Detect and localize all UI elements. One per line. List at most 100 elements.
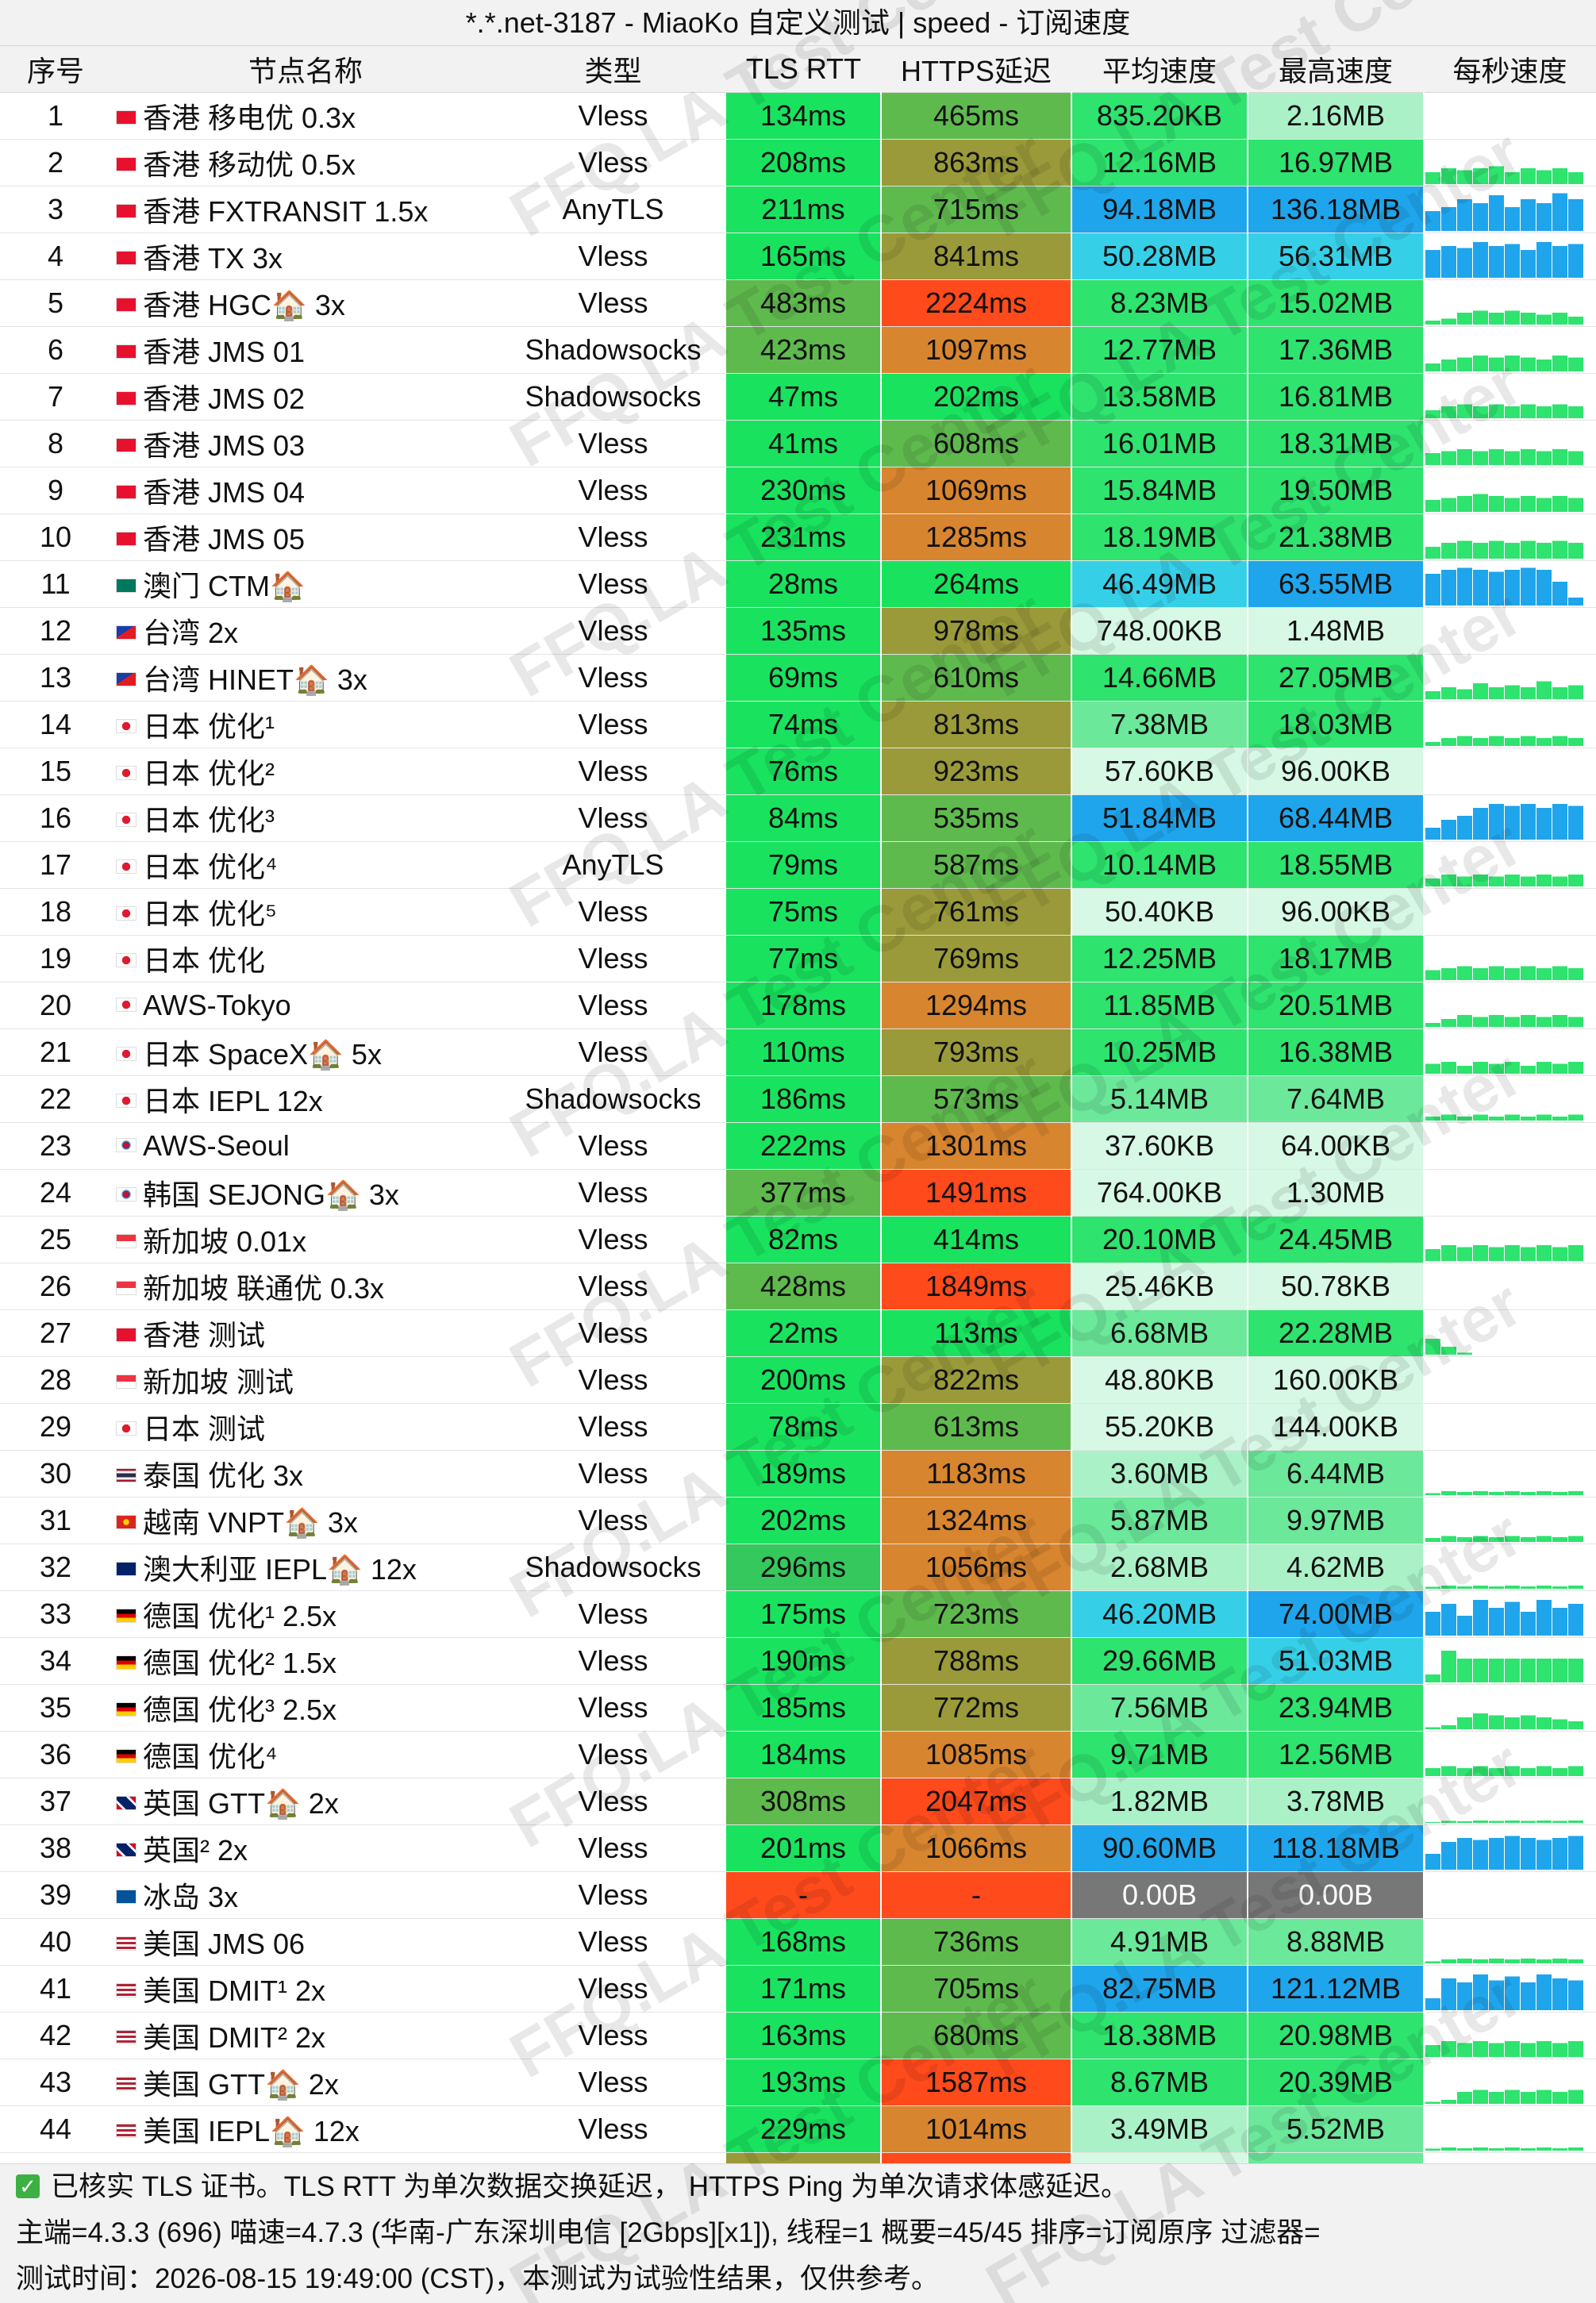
node-type: Vless [500,1122,726,1170]
speed-sparkline [1425,1536,1583,1542]
sparkline-bar [1457,404,1472,418]
avg-speed: 29.66MB [1071,1637,1248,1685]
table-row: 2 香港 移动优 0.5x Vless 208ms 863ms 12.16MB 16.97M… [0,139,1596,186]
node-name: 美国 GTT🏠 2x [111,2059,500,2106]
flag-icon [116,1327,137,1342]
per-second-speed [1424,2012,1596,2059]
sparkline-bar [1457,357,1472,371]
sparkline-bar [1521,966,1536,980]
table-row: 11 澳门 CTM🏠 Vless 28ms 264ms 46.49MB 63.55MB [0,560,1596,608]
tls-rtt: - [726,1871,882,1919]
sparkline-bar [1441,1346,1456,1355]
sparkline-bar [1489,357,1504,371]
sparkline-bar [1425,546,1440,559]
sparkline-bar [1489,1491,1504,1495]
node-name-text: 台湾 2x [143,616,239,649]
sparkline-bar [1489,404,1504,418]
per-second-speed [1424,467,1596,514]
row-index: 29 [0,1403,111,1451]
table-row: 20 AWS-Tokyo Vless 178ms 1294ms 11.85MB 20.51M… [0,982,1596,1029]
sparkline-bar [1505,1959,1520,1963]
sparkline-bar [1552,355,1567,371]
https-latency: 705ms [881,1965,1072,2013]
sparkline-bar [1552,686,1567,699]
node-name: 德国 优化³ 2.5x [111,1684,500,1732]
sparkline-bar [1457,198,1472,231]
sparkline-bar [1489,1586,1504,1589]
sparkline-bar [1441,1978,1456,2010]
sparkline-bar [1521,1065,1536,1074]
flag-icon [116,1514,137,1529]
node-name-text: 日本 SpaceX🏠 5x [143,1037,382,1071]
speed-sparkline [1425,1061,1583,1074]
sparkline-bar [1489,1958,1504,1963]
sparkline-bar [1521,1767,1536,1776]
sparkline-bar [1505,310,1520,325]
row-index: 37 [0,1778,111,1825]
avg-speed: 90.60MB [1071,1824,1248,1872]
table-row: 36 德国 优化⁴ Vless 184ms 1085ms 9.71MB 12.56MB [0,1731,1596,1778]
node-name: 新加坡 0.01x [111,1216,500,1263]
speed-sparkline [1425,1713,1583,1729]
avg-speed: 50.40KB [1071,888,1248,936]
footer-line: 主端=4.3.3 (696) 喵速=4.7.3 (华南-广东深圳电信 [2Gbp… [16,2217,1321,2248]
row-index: 35 [0,1684,111,1732]
sparkline-bar [1521,803,1536,840]
flag-icon [116,718,137,733]
sparkline-bar [1505,1836,1520,1870]
sparkline-bar [1552,736,1567,746]
node-name: 新加坡 联通优 0.3x [111,1263,500,1310]
max-speed: 4.62MB [1248,1544,1425,1591]
sparkline-bar [1568,1721,1583,1729]
sparkline-bar [1489,1980,1504,2010]
sparkline-bar [1441,1536,1456,1542]
sparkline-bar [1505,2040,1520,2057]
max-speed: 16.38MB [1248,1028,1425,1076]
flag-icon [116,2076,137,2091]
avg-speed: 8.23MB [1071,279,1248,327]
row-index: 11 [0,560,111,608]
avg-speed: 7.38MB [1071,701,1248,748]
sparkline-bar [1536,1244,1552,1261]
flag-icon [116,1137,137,1152]
table-row: 18 日本 优化⁵ Vless 75ms 761ms 50.40KB 96.00KB [0,888,1596,936]
sparkline-bar [1568,1820,1583,1823]
flag-icon [116,1280,137,1295]
sparkline-bar [1505,1490,1520,1495]
sparkline-bar [1552,495,1567,512]
table-row: 5 香港 HGC🏠 3x Vless 483ms 2224ms 8.23MB 15.02MB [0,279,1596,327]
speed-table: 序号 节点名称 类型 TLS RTT HTTPS延迟 平均速度 最高速度 每秒速… [0,46,1596,2200]
sparkline-bar [1568,451,1583,465]
max-speed: 7.64MB [1248,1075,1425,1123]
sparkline-bar [1489,2043,1504,2057]
sparkline-bar [1425,1674,1440,1682]
sparkline-bar [1568,1017,1583,1027]
https-latency: 1014ms [881,2105,1072,2153]
sparkline-bar [1473,1114,1488,1121]
sparkline-bar [1568,1585,1583,1589]
avg-speed: 14.66MB [1071,654,1248,702]
flag-icon [116,484,137,499]
tls-rtt: 202ms [726,1497,882,1544]
sparkline-bar [1568,316,1583,325]
sparkline-bar [1441,874,1456,886]
max-speed: 6.44MB [1248,1450,1425,1498]
https-latency: 1085ms [881,1731,1072,1778]
node-name: 英国 GTT🏠 2x [111,1778,500,1825]
node-type: Vless [500,888,726,936]
node-type: Shadowsocks [500,373,726,421]
node-name-text: 香港 移电优 0.3x [143,101,356,134]
sparkline-bar [1536,1490,1552,1495]
flag-icon [116,859,137,874]
max-speed: 18.03MB [1248,701,1425,748]
column-header: 节点名称 [111,46,500,93]
sparkline-bar [1457,1820,1472,1823]
row-index: 25 [0,1216,111,1263]
node-name-text: 美国 JMS 06 [143,1927,306,1960]
per-second-speed [1424,888,1596,936]
sparkline-bar [1425,1248,1440,1261]
tls-rtt: 76ms [726,748,882,795]
sparkline-bar [1473,1061,1488,1074]
flag-icon [116,1561,137,1576]
sparkline-bar [1552,876,1567,886]
